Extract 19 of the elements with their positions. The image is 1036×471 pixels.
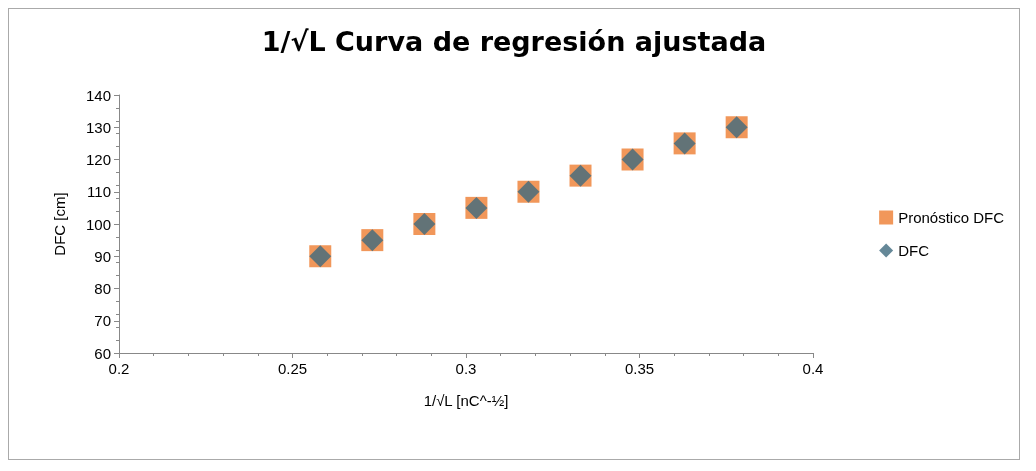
y-tick-label: 140	[85, 86, 111, 104]
x-tick-label: 0.35	[624, 360, 655, 377]
x-tick-label: 0.25	[277, 360, 308, 377]
x-axis-title: 1/√L [nC^-½]	[423, 392, 509, 409]
y-tick-label: 120	[85, 151, 111, 168]
x-tick-label: 0.4	[802, 360, 824, 377]
chart-title: 1/√L Curva de regresión ajustada	[261, 26, 767, 57]
y-tick-label: 90	[94, 247, 111, 265]
y-tick-label: 110	[87, 183, 111, 201]
y-tick-label: 130	[85, 118, 111, 136]
y-tick-label: 70	[94, 312, 111, 330]
y-axis-title: DFC [cm]	[51, 192, 68, 256]
x-tick-label: 0.2	[108, 360, 130, 377]
y-tick-label: 100	[85, 215, 111, 233]
y-tick-label: 80	[94, 280, 111, 297]
legend-label: Pronóstico DFC	[898, 209, 1005, 226]
x-tick-label: 0.3	[455, 360, 477, 377]
legend-label: DFC	[898, 242, 930, 259]
y-tick-label: 60	[94, 344, 111, 362]
